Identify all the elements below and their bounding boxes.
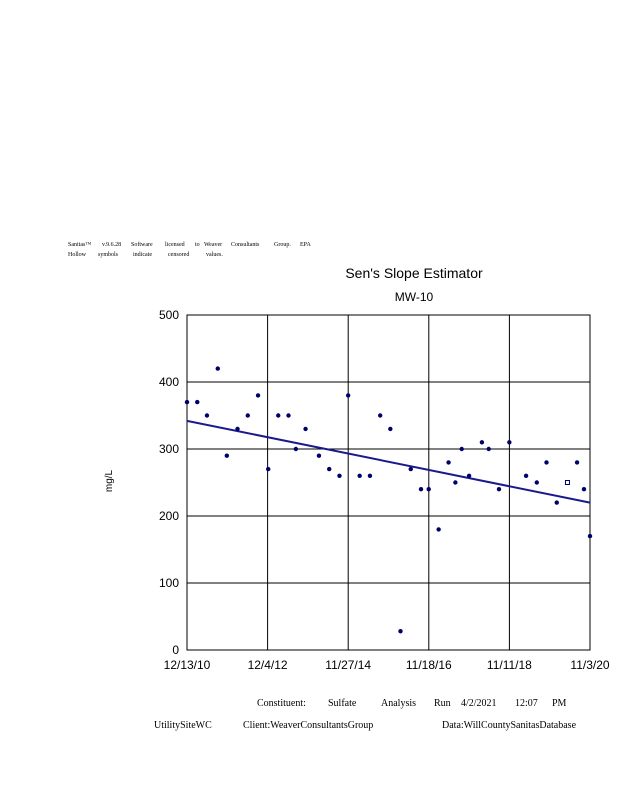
data-point [337,473,342,478]
plot-area [186,314,591,651]
software-note-line-1: Sanitas™ v.9.6.28 Software licensed to W… [68,242,328,250]
note-word: to [195,242,200,248]
data-point [224,453,230,458]
data-point [255,393,261,398]
data-point [544,460,549,465]
y-axis-label: mg/L [104,469,115,492]
data-point [534,480,539,485]
analysis-label: Analysis [381,698,416,709]
data-point [388,426,393,432]
note-word: EPA [300,242,311,248]
note-word: values. [206,252,223,258]
site-name: UtilitySiteWC [154,720,212,731]
data-point [398,629,403,634]
client-name: Client:WeaverConsultantsGroup [243,720,374,731]
y-tick-label: 400 [159,375,179,389]
x-tick-label: 12/4/12 [248,658,288,672]
data-point [276,413,281,418]
note-word: licensed [165,242,185,248]
data-point [316,453,322,458]
chart-subtitle: MW-10 [395,290,434,304]
note-word: v.9.6.28 [102,242,122,248]
data-point [453,480,458,485]
data-point [459,446,464,452]
data-point [496,487,502,492]
data-point [345,393,351,398]
x-tick-label: 11/18/16 [406,658,452,672]
censored-data-point [564,480,570,485]
constituent-value: Sulfate [328,698,357,709]
data-point [408,466,413,472]
data-point [367,473,373,478]
data-point [418,487,424,492]
software-note-line-2: Hollow symbols indicate censored values. [68,252,268,260]
x-tick-label: 11/27/14 [325,658,371,672]
data-point [357,473,362,478]
y-tick-label: 300 [159,442,179,456]
x-tick-label: 11/11/18 [487,658,532,672]
data-point [184,399,190,405]
y-tick-label: 200 [159,509,179,523]
y-tick-label: 500 [159,308,179,322]
data-point [286,413,291,418]
y-tick-label: 0 [172,643,179,657]
chart-title: Sen's Slope Estimator [345,265,483,281]
data-point [436,527,441,532]
data-point [587,533,593,539]
y-tick-label: 100 [159,576,179,590]
data-point [204,413,210,418]
data-point [523,473,529,478]
data-point [215,366,220,371]
x-tick-label: 12/13/10 [164,658,211,672]
data-point [507,440,512,445]
data-point [377,413,383,418]
note-word: Hollow [68,252,86,258]
note-word: Weaver [204,242,223,248]
run-date: 4/2/2021 [461,698,497,709]
note-word: Group. [274,242,291,248]
data-point [327,466,332,472]
data-point [266,466,271,472]
x-tick-label: 11/3/20 [570,658,609,672]
data-point [235,426,240,432]
database-name: Data:WillCountySanitasDatabase [442,720,577,731]
note-word: Sanitas™ [68,242,92,248]
sens-slope-trend-line [186,419,591,504]
data-point [486,446,491,452]
data-point [446,460,451,465]
note-word: symbols [98,252,119,258]
run-ampm: PM [552,698,567,709]
data-point [479,440,485,445]
note-word: censored [168,252,190,258]
data-points [184,366,593,634]
constituent-label: Constituent: [257,698,306,709]
x-tick-labels: 12/13/10 12/4/12 11/27/14 11/18/16 11/11/18 1… [164,658,610,672]
note-word: Software [131,242,153,248]
data-point [554,500,559,505]
data-point [574,460,580,465]
data-point [466,473,472,478]
note-word: indicate [133,252,152,258]
data-point [581,487,587,492]
data-point [195,399,200,405]
run-time: 12:07 [515,698,538,709]
data-point [426,487,431,492]
footer-line-2: UtilitySiteWC Client:WeaverConsultantsGr… [0,720,618,734]
footer-line-1: Constituent: Sulfate Analysis Run 4/2/20… [0,698,618,712]
y-tick-labels: 0 100 200 300 400 500 [159,308,179,657]
data-point [245,413,250,418]
data-point [293,446,299,452]
note-word: Consultants [231,242,260,248]
data-point [303,426,308,432]
grid-lines [187,315,590,650]
run-label: Run [434,698,451,709]
